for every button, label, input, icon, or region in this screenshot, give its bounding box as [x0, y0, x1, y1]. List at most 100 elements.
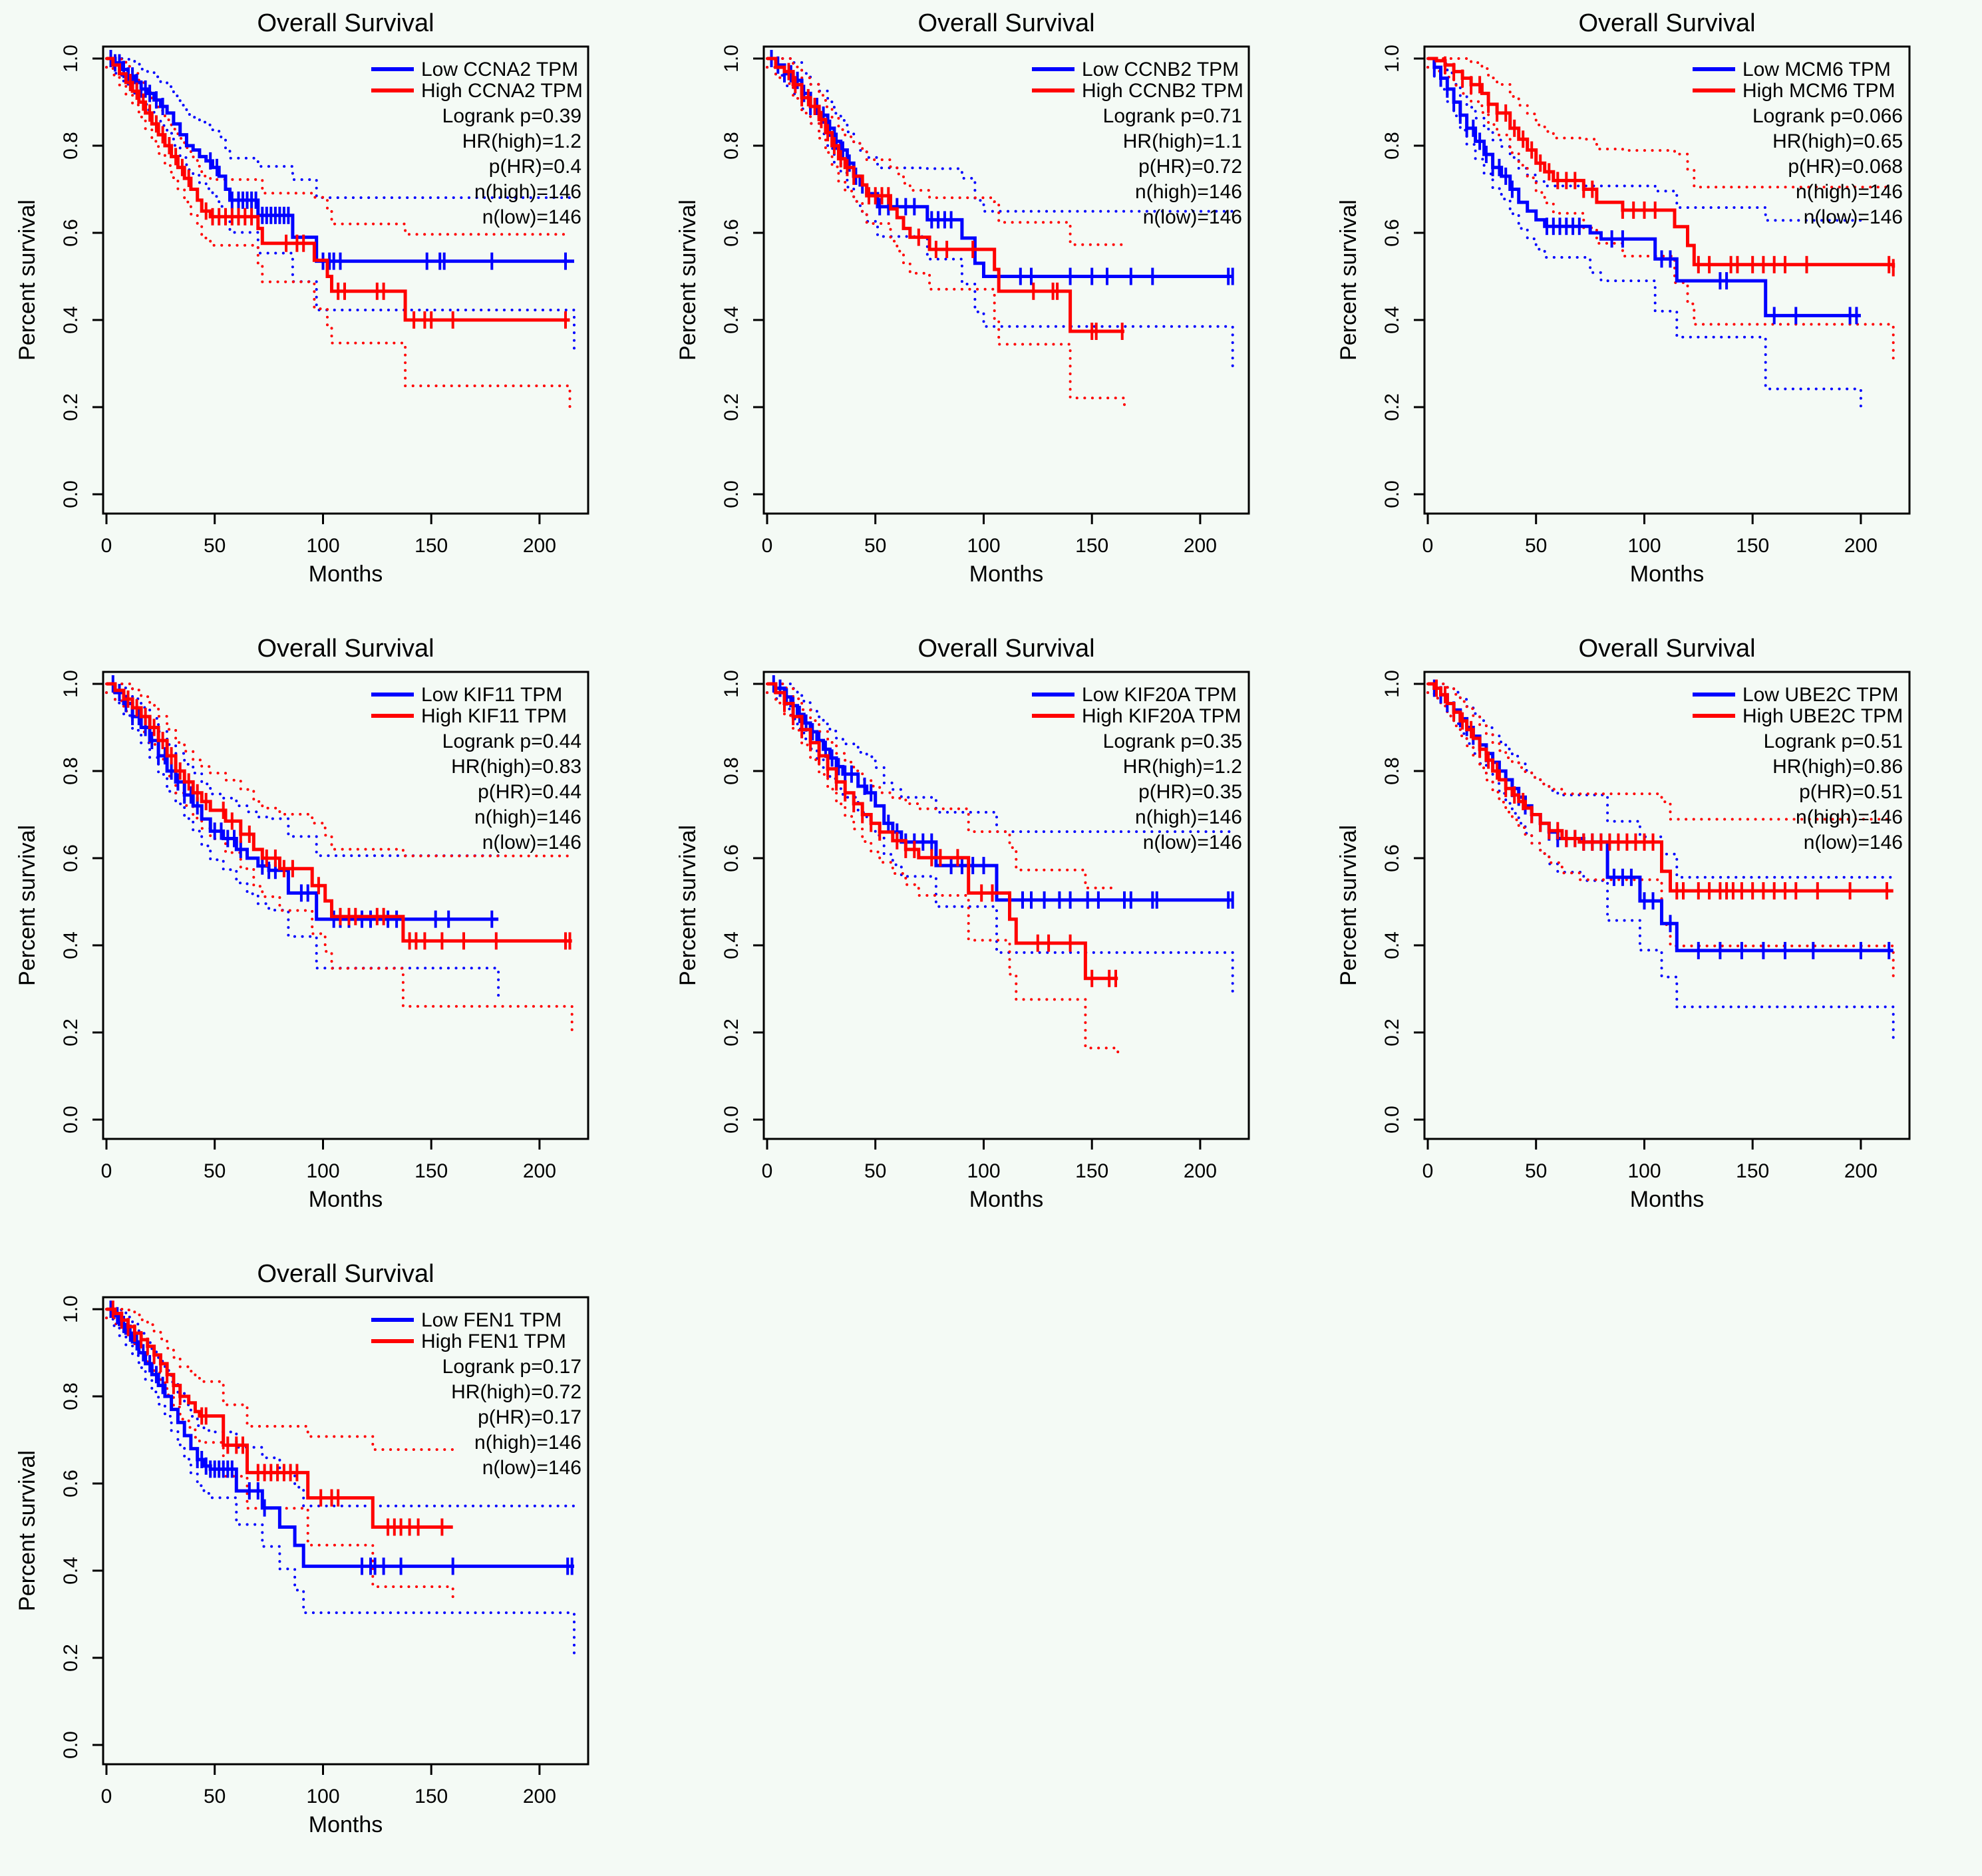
y-tick-label: 0.8 — [721, 757, 743, 785]
empty-cell — [1321, 1251, 1982, 1876]
km-plot-mcm6: 0 50 100 150 200 Months 0.0 0.2 0.4 0.6 0.8 1.0 Perc… — [1321, 0, 1982, 625]
stat-logrank-p: Logrank p=0.51 — [1764, 730, 1903, 752]
plot-box — [1423, 671, 1911, 1140]
stat-p-hr: p(HR)=0.72 — [1138, 156, 1242, 178]
high-censor-ticks — [1435, 679, 1888, 900]
km-chart-mcm6: 0 50 100 150 200 Months 0.0 0.2 0.4 0.6 0.8 1.0 Perc… — [1336, 9, 1911, 587]
stat-logrank-p: Logrank p=0.17 — [442, 1356, 581, 1378]
y-axis-label: Percent survival — [675, 200, 701, 361]
y-tick-label: 0.2 — [1381, 393, 1403, 421]
x-tick-label: 200 — [1184, 1160, 1217, 1182]
x-tick-label: 150 — [1736, 535, 1769, 557]
y-axis-label: Percent survival — [15, 1450, 40, 1611]
legend-low-label: Low KIF11 TPM — [421, 684, 562, 706]
stat-n-low: n(low)=146 — [1804, 832, 1903, 854]
stat-p-hr: p(HR)=0.17 — [478, 1406, 581, 1428]
y-tick-label: 0.4 — [1381, 306, 1403, 334]
plot-title: Overall Survival — [1578, 635, 1755, 663]
low-ci-upper-curve — [766, 683, 1234, 834]
x-tick-label: 200 — [523, 1786, 556, 1807]
km-chart-ccna2: 0 50 100 150 200 Months 0.0 0.2 0.4 0.6 0.8 1.0 Perc… — [15, 9, 589, 587]
y-axis-label: Percent survival — [675, 825, 701, 986]
x-tick-label: 100 — [1627, 535, 1661, 557]
high-censor-ticks — [126, 690, 572, 950]
stat-hr-high: HR(high)=1.2 — [462, 130, 581, 152]
high-ci-upper-curve — [766, 683, 1120, 889]
low-censor-ticks — [109, 50, 567, 270]
y-tick-label: 0.0 — [1381, 480, 1403, 508]
stat-n-high: n(high)=146 — [474, 181, 581, 203]
stat-p-hr: p(HR)=0.4 — [489, 156, 581, 178]
y-tick-label: 1.0 — [721, 45, 743, 73]
y-tick-label: 0.6 — [721, 219, 743, 247]
empty-cell — [661, 1251, 1321, 1876]
y-tick-label: 0.4 — [721, 931, 743, 959]
x-tick-label: 0 — [762, 535, 773, 557]
y-tick-label: 0.6 — [60, 219, 82, 247]
x-axis-label: Months — [1630, 561, 1705, 587]
high-ci-upper-curve — [105, 1308, 454, 1451]
low-ci-lower-curve — [1426, 66, 1862, 408]
legend-low-label: Low MCM6 TPM — [1742, 59, 1891, 80]
y-tick-label: 0.8 — [1381, 757, 1403, 785]
x-tick-label: 200 — [523, 535, 556, 557]
low-ci-lower-curve — [105, 66, 576, 355]
high-ci-upper-curve — [766, 57, 1126, 246]
low-km-curve — [106, 1307, 574, 1568]
km-plot-fen1: 0 50 100 150 200 Months 0.0 0.2 0.4 0.6 0.8 1.0 Perc… — [0, 1251, 661, 1876]
stat-n-high: n(high)=146 — [474, 1432, 581, 1454]
stat-n-low: n(low)=146 — [482, 206, 581, 228]
legend-high-label: High FEN1 TPM — [421, 1330, 566, 1352]
y-tick-label: 0.6 — [721, 844, 743, 872]
y-tick-label: 0.6 — [60, 844, 82, 872]
km-plot-kif11: 0 50 100 150 200 Months 0.0 0.2 0.4 0.6 0.8 1.0 Perc… — [0, 625, 661, 1251]
stat-p-hr: p(HR)=0.44 — [478, 781, 581, 803]
plot-box — [102, 1296, 589, 1766]
y-axis-label: Percent survival — [1336, 200, 1361, 361]
x-tick-label: 100 — [967, 1160, 1000, 1182]
x-tick-label: 200 — [1184, 535, 1217, 557]
y-tick-label: 0.8 — [60, 132, 82, 160]
stat-p-hr: p(HR)=0.068 — [1788, 156, 1903, 178]
stat-n-low: n(low)=146 — [1143, 832, 1242, 854]
low-censor-ticks — [1432, 59, 1858, 325]
y-tick-label: 0.0 — [60, 1106, 82, 1134]
x-axis-label: Months — [309, 1812, 383, 1837]
high-ci-upper-curve — [105, 57, 572, 236]
stat-n-low: n(low)=146 — [1143, 206, 1242, 228]
stat-logrank-p: Logrank p=0.71 — [1103, 105, 1242, 127]
x-tick-label: 200 — [523, 1160, 556, 1182]
high-censor-ticks — [787, 63, 1124, 340]
y-axis-label: Percent survival — [15, 825, 40, 986]
x-tick-label: 150 — [414, 1786, 448, 1807]
y-tick-label: 1.0 — [1381, 670, 1403, 698]
km-plot-kif20a: 0 50 100 150 200 Months 0.0 0.2 0.4 0.6 0.8 1.0 Perc… — [661, 625, 1321, 1251]
legend-high-label: High KIF11 TPM — [421, 705, 567, 727]
x-tick-label: 50 — [864, 535, 886, 557]
legend-high-label: High KIF20A TPM — [1082, 705, 1241, 727]
y-tick-label: 0.8 — [60, 1382, 82, 1410]
km-plot-ube2c: 0 50 100 150 200 Months 0.0 0.2 0.4 0.6 0.8 1.0 Perc… — [1321, 625, 1982, 1251]
x-tick-label: 150 — [1075, 1160, 1108, 1182]
legend-high-label: High CCNA2 TPM — [421, 80, 583, 102]
y-axis-label: Percent survival — [15, 200, 40, 361]
stat-hr-high: HR(high)=1.2 — [1123, 756, 1242, 778]
y-tick-label: 0.2 — [1381, 1018, 1403, 1046]
km-chart-ccnb2: 0 50 100 150 200 Months 0.0 0.2 0.4 0.6 0.8 1.0 Perc… — [675, 9, 1250, 587]
y-tick-label: 0.6 — [60, 1470, 82, 1497]
y-axis-label: Percent survival — [1336, 825, 1361, 986]
stat-hr-high: HR(high)=0.86 — [1772, 756, 1903, 778]
km-chart-kif11: 0 50 100 150 200 Months 0.0 0.2 0.4 0.6 0.8 1.0 Perc… — [15, 635, 589, 1212]
legend-low-label: Low CCNA2 TPM — [421, 59, 578, 80]
x-tick-label: 100 — [306, 1160, 339, 1182]
stat-hr-high: HR(high)=1.1 — [1123, 130, 1242, 152]
stat-n-high: n(high)=146 — [1796, 181, 1903, 203]
stat-n-high: n(high)=146 — [1135, 181, 1242, 203]
legend-low-label: Low UBE2C TPM — [1742, 684, 1899, 706]
stat-n-low: n(low)=146 — [482, 1457, 581, 1479]
